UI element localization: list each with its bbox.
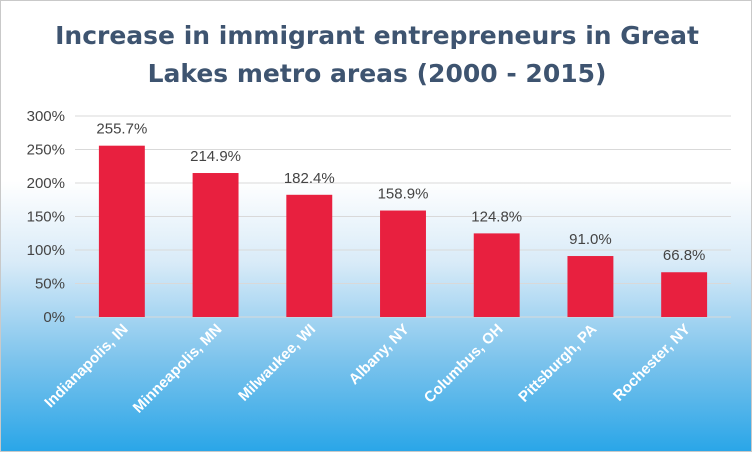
chart-title-line-1: Increase in immigrant entrepreneurs in G… bbox=[55, 21, 699, 50]
x-category-label: Columbus, OH bbox=[421, 321, 507, 407]
bar bbox=[98, 145, 145, 317]
chart-title-line-2: Lakes metro areas (2000 - 2015) bbox=[147, 59, 607, 88]
x-category-label: Minneapolis, MN bbox=[130, 321, 226, 417]
y-tick-label: 300% bbox=[27, 108, 65, 125]
data-label: 66.8% bbox=[663, 247, 706, 264]
bar bbox=[661, 272, 708, 317]
bar bbox=[567, 256, 614, 317]
bar bbox=[473, 233, 520, 317]
y-tick-label: 100% bbox=[27, 242, 65, 259]
x-category-label: Milwaukee, WI bbox=[235, 321, 319, 405]
y-tick-label: 50% bbox=[35, 276, 65, 293]
x-category-label: Rochester, NY bbox=[610, 321, 694, 405]
data-label: 182.4% bbox=[284, 170, 335, 187]
data-label: 91.0% bbox=[569, 231, 612, 248]
y-tick-label: 200% bbox=[27, 175, 65, 192]
x-category-label: Pittsburgh, PA bbox=[515, 321, 600, 406]
data-label: 214.9% bbox=[190, 148, 241, 165]
y-tick-label: 150% bbox=[27, 209, 65, 226]
bar bbox=[192, 173, 239, 317]
bar bbox=[380, 210, 426, 317]
x-category-label: Albany, NY bbox=[346, 321, 413, 388]
data-label: 124.8% bbox=[471, 208, 522, 225]
y-tick-label: 0% bbox=[43, 309, 65, 326]
bar bbox=[286, 194, 333, 317]
y-tick-label: 250% bbox=[27, 142, 65, 159]
data-label: 255.7% bbox=[96, 121, 147, 138]
x-category-label: Indianapolis, IN bbox=[41, 321, 131, 411]
data-label: 158.9% bbox=[378, 186, 429, 203]
